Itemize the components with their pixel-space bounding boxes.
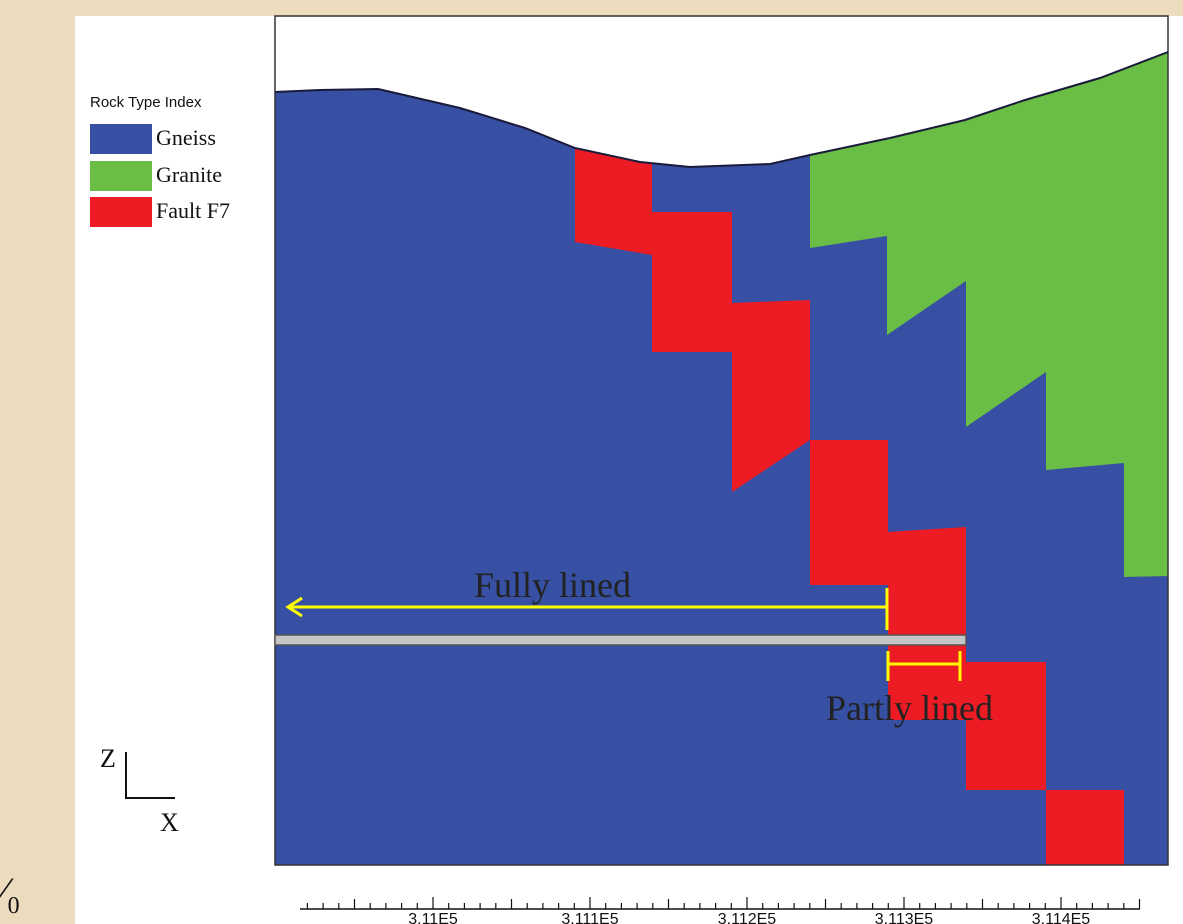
axis-indicator-x-label: X <box>160 808 179 837</box>
fault-block <box>888 527 966 635</box>
fully-lined-label: Fully lined <box>474 565 631 605</box>
x-axis-tick-label: 3.11E5 <box>408 911 458 924</box>
axis-indicator-vertical <box>125 752 127 799</box>
fault-block <box>575 148 652 255</box>
partly-lined-marker <box>886 651 962 681</box>
fault-block <box>732 300 810 492</box>
tunnel <box>274 634 967 646</box>
legend-swatch-fault-f7 <box>90 197 152 227</box>
axis-indicator-horizontal <box>125 797 175 799</box>
partly-lined-label: Partly lined <box>826 688 993 728</box>
x-axis: 3.11E5 3.111E5 3.112E5 3.113E5 3.114E5 <box>300 897 1141 924</box>
fully-lined-marker <box>285 588 889 630</box>
axis-indicator-z-label: Z <box>100 744 116 773</box>
fault-block <box>966 662 1046 790</box>
granite-region <box>810 52 1168 577</box>
plot-frame <box>274 15 1169 866</box>
legend-title: Rock Type Index <box>90 94 202 111</box>
x-axis-tick-label: 3.114E5 <box>1032 911 1091 924</box>
legend-swatch-gneiss <box>90 124 152 154</box>
fully-lined-arrowhead <box>285 596 303 618</box>
x-axis-tick-label: 3.111E5 <box>561 911 618 924</box>
legend-label-gneiss: Gneiss <box>156 125 216 150</box>
fault-block <box>652 255 732 352</box>
legend-swatch-granite <box>90 161 152 191</box>
fault-f7 <box>575 148 1124 865</box>
fault-block <box>810 530 888 585</box>
x-axis-tick-label: 3.113E5 <box>875 911 934 924</box>
x-axis-tick-label: 3.112E5 <box>718 911 777 924</box>
corner-mark: ⁄₀ <box>0 869 21 914</box>
fault-block <box>1046 790 1124 865</box>
fault-block <box>810 440 888 530</box>
legend-label-granite: Granite <box>156 162 222 187</box>
topography-line <box>274 51 1169 169</box>
legend-label-fault-f7: Fault F7 <box>156 198 230 223</box>
